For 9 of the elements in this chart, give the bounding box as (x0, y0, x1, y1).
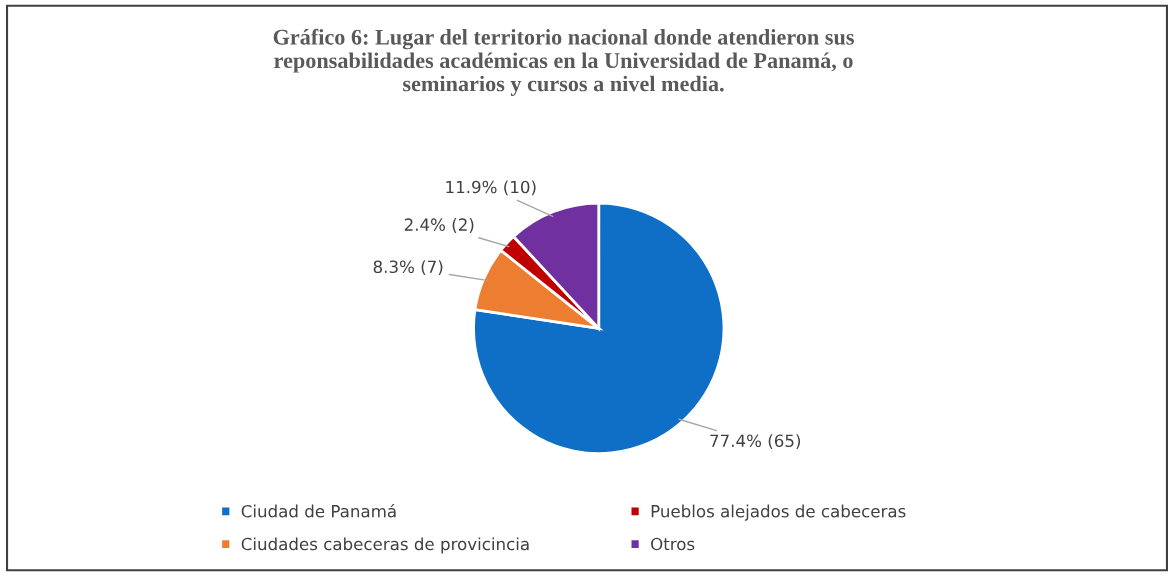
chart-title: Gráfico 6: Lugar del territorio nacional donde atendieron sus reponsabilidades académicas en la Universidad de Panamá, o seminarios y cursos a nivel media. (273, 28, 854, 96)
legend-label: Ciudad de Panamá (241, 503, 396, 518)
data-label: 2.4% (2) (404, 218, 474, 233)
data-label: 77.4% (65) (710, 434, 801, 450)
legend-label: Pueblos alejados de cabeceras (651, 504, 906, 521)
legend-label: Ciudades cabeceras de provicincia (241, 537, 529, 554)
data-label: 8.3% (7) (373, 260, 443, 276)
legend-label: Otros (651, 537, 695, 551)
data-label: 11.9% (10) (446, 180, 536, 196)
